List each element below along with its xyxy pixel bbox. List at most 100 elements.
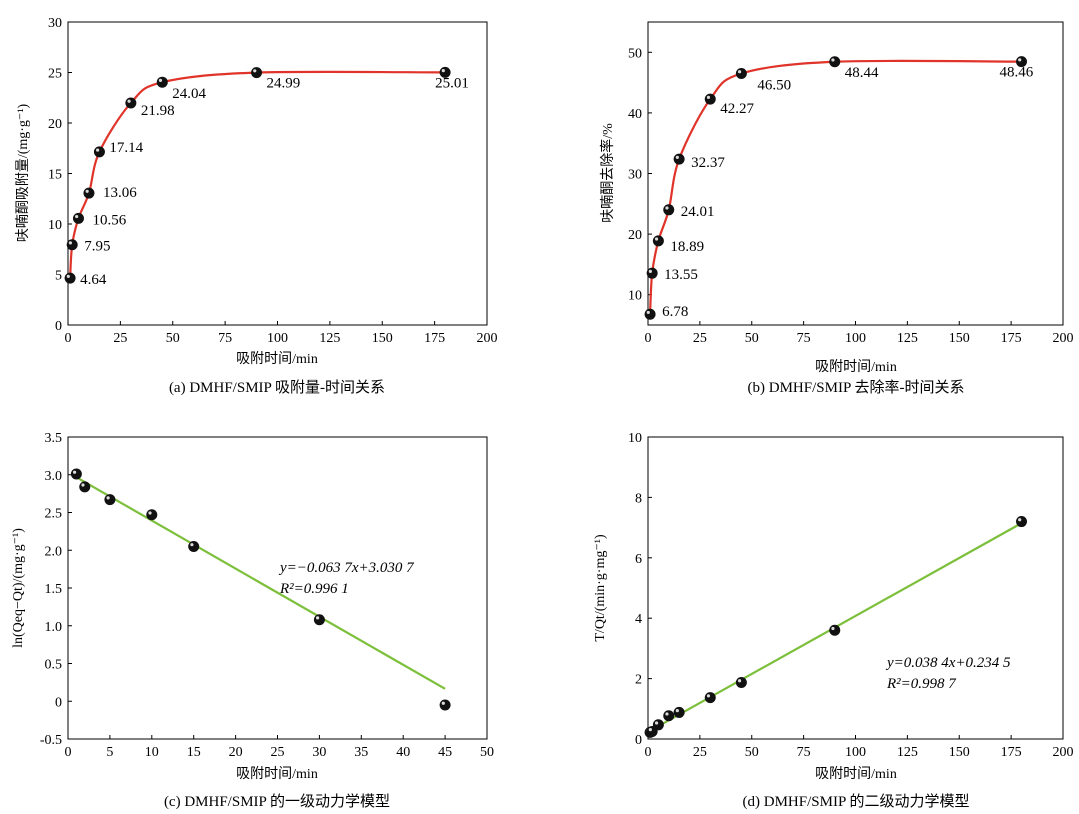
data-point xyxy=(146,509,158,521)
data-label: 48.46 xyxy=(1000,65,1034,81)
data-point-highlight xyxy=(646,310,650,315)
panel-b-y-label: 呋喃酮去除率/% xyxy=(599,123,616,223)
data-point xyxy=(66,239,78,251)
data-point xyxy=(64,272,76,284)
data-point xyxy=(644,308,656,320)
data-point xyxy=(673,706,685,718)
x-tick-label: 125 xyxy=(897,745,918,760)
y-tick-label: 3.5 xyxy=(45,431,63,446)
data-label: 25.01 xyxy=(435,75,469,91)
y-tick-label: 50 xyxy=(628,46,642,61)
data-label: 24.99 xyxy=(267,76,301,92)
x-tick-label: 175 xyxy=(1001,745,1022,760)
panel-b-y-ticks: 10 20 30 40 50 xyxy=(628,46,652,304)
y-tick-label: 0 xyxy=(55,695,62,710)
x-tick-label: 50 xyxy=(745,745,759,760)
x-tick-label: 50 xyxy=(166,331,180,346)
y-tick-label: 25 xyxy=(48,67,62,82)
data-point-highlight xyxy=(441,68,445,73)
data-point-highlight xyxy=(648,269,652,273)
panel-a-x-ticks: 0 25 50 75 100 125 150 175 200 xyxy=(65,321,498,346)
panel-b-x-ticks: 0 25 50 75 100 125 150 175 200 xyxy=(645,321,1074,346)
data-point xyxy=(735,677,747,689)
x-tick-label: 10 xyxy=(145,745,159,760)
data-point-highlight xyxy=(831,626,835,631)
x-tick-label: 5 xyxy=(106,745,113,760)
data-point xyxy=(704,692,716,704)
y-tick-label: 0 xyxy=(635,733,642,748)
data-label: 18.89 xyxy=(670,239,704,255)
data-point-highlight xyxy=(654,237,659,241)
y-tick-label: 2.0 xyxy=(45,544,63,559)
data-point-highlight xyxy=(706,694,711,698)
data-point xyxy=(652,719,664,731)
x-tick-label: 0 xyxy=(65,331,72,346)
y-tick-label: 2.5 xyxy=(45,507,63,522)
data-point-highlight xyxy=(72,470,77,474)
y-tick-label: 40 xyxy=(628,107,642,122)
panel-a-x-label: 吸附时间/min xyxy=(236,351,318,367)
data-point-highlight xyxy=(253,69,257,73)
data-point xyxy=(652,235,664,247)
x-tick-label: 100 xyxy=(845,745,866,760)
y-tick-label: 6 xyxy=(635,552,642,567)
x-tick-label: 0 xyxy=(645,331,652,346)
panel-c-caption: (c) DMHF/SMIP 的一级动力学模型 xyxy=(164,793,390,810)
data-label: 7.95 xyxy=(84,239,110,255)
x-tick-label: 45 xyxy=(438,745,452,760)
y-tick-label: 20 xyxy=(48,117,62,132)
panel-d-equation: y=0.038 4x+0.234 5 xyxy=(885,655,1011,671)
data-label: 13.55 xyxy=(664,267,698,283)
x-tick-label: 30 xyxy=(312,745,326,760)
y-tick-label: 1.5 xyxy=(45,582,63,597)
panel-c: 0 5 10 15 20 25 30 35 40 45 50 -0.500.51.01.52.02.… xyxy=(11,431,494,810)
x-tick-label: 175 xyxy=(1001,331,1022,346)
data-point-highlight xyxy=(441,701,445,705)
x-tick-label: 150 xyxy=(372,331,393,346)
panel-a-y-ticks: 0 5 10 15 20 25 30 xyxy=(48,16,72,334)
y-tick-label: 0 xyxy=(55,319,62,334)
data-point xyxy=(439,699,451,711)
data-point-highlight xyxy=(75,214,79,219)
data-point xyxy=(313,614,325,626)
data-point-highlight xyxy=(665,712,669,716)
data-point xyxy=(646,267,658,279)
data-point xyxy=(829,56,841,68)
data-point-highlight xyxy=(66,274,70,278)
y-tick-label: 10 xyxy=(48,218,62,233)
x-tick-label: 35 xyxy=(354,745,368,760)
panel-c-frame xyxy=(67,436,488,740)
data-point-highlight xyxy=(106,496,110,500)
x-tick-label: 200 xyxy=(1053,331,1074,346)
data-point xyxy=(704,93,716,105)
y-tick-label: 0.5 xyxy=(45,658,63,673)
x-tick-label: 200 xyxy=(1053,745,1074,760)
panel-a-points xyxy=(64,66,451,284)
x-tick-label: 50 xyxy=(480,745,494,760)
data-point-highlight xyxy=(81,483,85,487)
panel-b-points xyxy=(644,56,1027,320)
data-point-highlight xyxy=(665,206,669,210)
panel-d-r2: R²=0.998 7 xyxy=(886,676,957,692)
x-tick-label: 100 xyxy=(267,331,288,346)
data-point-highlight xyxy=(127,99,131,103)
data-point xyxy=(93,146,105,158)
data-point-highlight xyxy=(158,78,163,82)
panel-b-caption: (b) DMHF/SMIP 去除率-时间关系 xyxy=(748,379,965,396)
panel-b: 0 25 50 75 100 125 150 175 200 10 20 30 40 50 6.78 13… xyxy=(599,21,1074,396)
panel-c-x-label: 吸附时间/min xyxy=(236,766,318,782)
panel-a-caption: (a) DMHF/SMIP 吸附量-时间关系 xyxy=(169,379,385,396)
data-point-highlight xyxy=(85,189,89,193)
x-tick-label: 175 xyxy=(424,331,445,346)
data-point xyxy=(125,97,137,109)
x-tick-label: 25 xyxy=(113,331,127,346)
panel-b-x-label: 吸附时间/min xyxy=(815,359,897,375)
data-point-highlight xyxy=(316,616,320,620)
data-point-highlight xyxy=(648,728,652,732)
x-tick-label: 75 xyxy=(218,331,232,346)
x-tick-label: 0 xyxy=(65,745,72,760)
x-tick-label: 75 xyxy=(797,745,811,760)
